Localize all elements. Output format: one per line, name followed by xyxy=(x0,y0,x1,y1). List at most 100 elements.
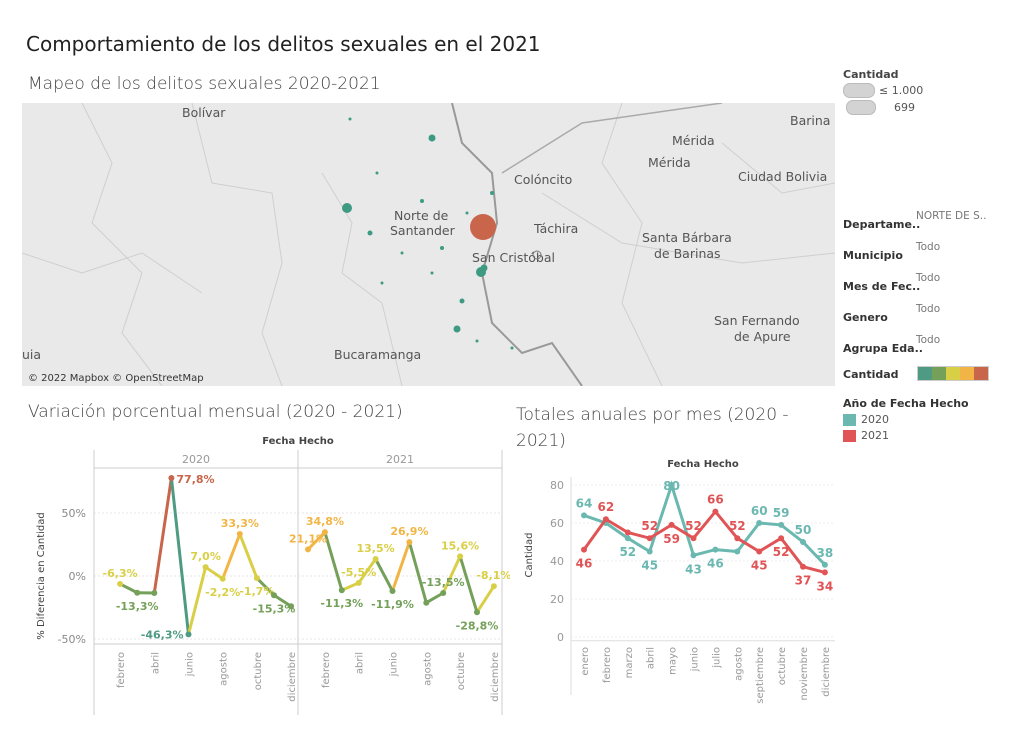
data-label: 21,1% xyxy=(289,532,327,545)
data-point[interactable] xyxy=(821,569,828,576)
filter-value[interactable]: NORTE DE S.. xyxy=(916,210,987,222)
map-point-largest[interactable] xyxy=(470,214,496,240)
color-swatch xyxy=(932,367,946,380)
filter-value[interactable]: Todo xyxy=(916,241,941,253)
data-point[interactable] xyxy=(271,592,277,599)
data-point[interactable] xyxy=(800,563,806,570)
line-segment xyxy=(255,576,276,597)
data-label: -2,2% xyxy=(205,586,240,599)
map-canvas[interactable]: Bolívar Mérida Mérida Barina Colóncito C… xyxy=(22,103,835,386)
x-tick-label: diciembre xyxy=(287,652,298,702)
data-label: 59 xyxy=(663,532,680,546)
x-tick-label: febrero xyxy=(321,652,332,688)
line-segment xyxy=(221,532,242,581)
map[interactable]: Bolívar Mérida Mérida Barina Colóncito C… xyxy=(22,103,835,386)
filter-label: Genero xyxy=(843,311,888,324)
data-label: -13,3% xyxy=(116,600,159,613)
filter-label: Municipio xyxy=(843,249,903,262)
line-segment xyxy=(458,554,479,614)
line-segment xyxy=(306,530,327,551)
x-tick-label: diciembre xyxy=(821,647,832,697)
data-point[interactable] xyxy=(581,546,587,553)
data-point[interactable] xyxy=(219,575,226,582)
data-point[interactable] xyxy=(236,531,243,538)
data-label: 52 xyxy=(685,519,702,533)
data-label: 52 xyxy=(619,545,636,559)
color-swatch xyxy=(960,367,974,380)
data-point[interactable] xyxy=(474,609,480,616)
data-point[interactable] xyxy=(372,555,379,562)
data-point[interactable] xyxy=(690,535,697,542)
data-point[interactable] xyxy=(423,599,430,606)
data-point[interactable] xyxy=(778,521,785,528)
data-point[interactable] xyxy=(821,561,828,568)
filter-1[interactable]: Municipio Todo xyxy=(843,241,1018,269)
data-point[interactable] xyxy=(134,589,141,596)
data-point[interactable] xyxy=(117,580,124,587)
data-point[interactable] xyxy=(338,587,345,594)
filter-3[interactable]: Genero Todo xyxy=(843,303,1018,331)
data-point[interactable] xyxy=(321,529,328,536)
filter-value[interactable]: Todo xyxy=(916,334,941,346)
data-label: 34,8% xyxy=(306,515,344,528)
place-label: Mérida xyxy=(648,155,691,170)
filter-value[interactable]: Todo xyxy=(916,272,941,284)
data-point[interactable] xyxy=(734,548,741,555)
data-label: 38 xyxy=(817,546,834,560)
data-point[interactable] xyxy=(151,590,158,597)
x-tick-label: junio xyxy=(690,647,701,672)
data-point[interactable] xyxy=(490,583,497,590)
data-point[interactable] xyxy=(288,603,295,610)
data-point[interactable] xyxy=(800,539,806,545)
data-point[interactable] xyxy=(440,590,447,597)
data-point[interactable] xyxy=(202,564,209,571)
data-point[interactable] xyxy=(355,579,362,586)
data-point[interactable] xyxy=(624,529,631,536)
data-point[interactable] xyxy=(457,553,464,560)
map-points[interactable] xyxy=(342,117,514,350)
line-segment xyxy=(407,540,428,605)
data-point[interactable] xyxy=(712,508,719,515)
year-legend-item[interactable]: 2021 xyxy=(843,429,969,442)
data-label: -13,5% xyxy=(422,576,465,589)
line-segment xyxy=(169,476,190,636)
data-point[interactable] xyxy=(389,587,396,594)
data-point[interactable] xyxy=(185,631,192,638)
y-axis-label: Cantidad xyxy=(524,533,535,578)
filter-2[interactable]: Mes de Fec.. Todo xyxy=(843,272,1018,300)
y-tick-label: 80 xyxy=(550,479,564,492)
data-point[interactable] xyxy=(712,546,719,553)
data-point[interactable] xyxy=(646,548,653,555)
data-point[interactable] xyxy=(253,575,260,582)
data-point[interactable] xyxy=(734,535,741,542)
y-tick-label: 0% xyxy=(69,570,86,583)
data-point[interactable] xyxy=(756,520,763,526)
data-point[interactable] xyxy=(668,482,675,488)
x-tick-label: noviembre xyxy=(799,647,810,700)
chart-header: Fecha Hecho xyxy=(667,459,739,470)
filter-label: Agrupa Eda.. xyxy=(843,342,923,355)
data-label: 64 xyxy=(576,496,593,510)
data-point[interactable] xyxy=(168,474,175,481)
size-legend-item: 699 xyxy=(894,101,915,114)
filter-4[interactable]: Agrupa Eda.. Todo xyxy=(843,334,1018,362)
color-swatch xyxy=(843,429,856,442)
data-point[interactable] xyxy=(624,535,631,542)
data-point[interactable] xyxy=(778,535,785,542)
y-axis-label: % Diferencia en Cantidad xyxy=(36,512,47,639)
data-point[interactable] xyxy=(602,516,609,523)
data-point[interactable] xyxy=(646,535,653,542)
year-legend-item[interactable]: 2020 xyxy=(843,413,969,426)
data-point[interactable] xyxy=(406,539,413,546)
data-point[interactable] xyxy=(690,552,697,559)
data-point[interactable] xyxy=(668,521,675,528)
line-segment xyxy=(475,584,496,614)
filter-value[interactable]: Todo xyxy=(916,303,941,315)
data-label: -15,3% xyxy=(253,602,296,615)
place-label: Ciudad Bolivia xyxy=(738,169,827,184)
filter-0[interactable]: Departame.. NORTE DE S.. xyxy=(843,210,1018,238)
data-point[interactable] xyxy=(756,548,763,555)
data-point[interactable] xyxy=(305,546,311,553)
x-tick-label: abril xyxy=(150,652,161,674)
data-point[interactable] xyxy=(581,512,587,519)
